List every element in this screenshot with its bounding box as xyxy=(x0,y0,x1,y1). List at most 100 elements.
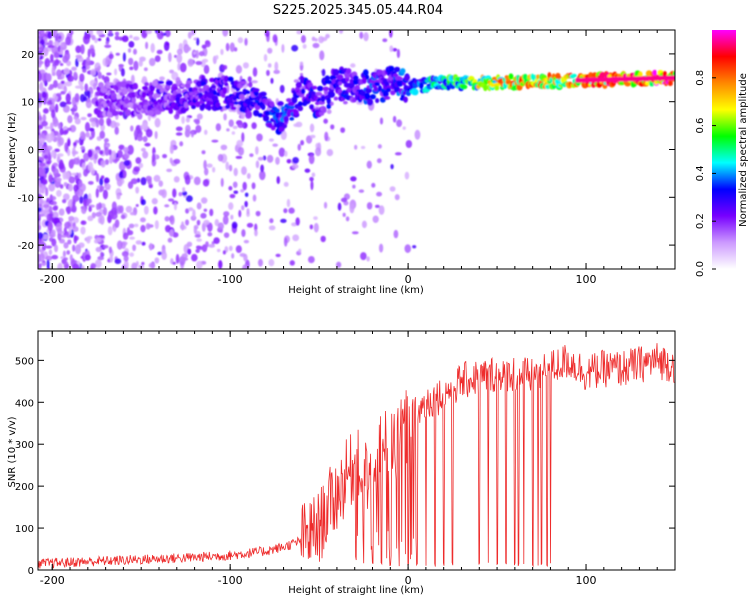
heatmap-cell xyxy=(86,236,91,244)
heatmap-cell xyxy=(321,68,326,77)
heatmap-cell xyxy=(81,206,87,214)
heatmap-cell xyxy=(241,132,245,143)
heatmap-cell xyxy=(246,172,251,179)
heatmap-cell xyxy=(233,190,239,194)
heatmap-cell xyxy=(159,76,165,81)
heatmap-cell xyxy=(177,62,181,71)
heatmap-cell xyxy=(214,101,221,108)
heatmap-cell xyxy=(483,84,488,92)
heatmap-cell xyxy=(340,127,346,133)
heatmap-cell xyxy=(108,149,112,156)
heatmap-cell xyxy=(59,234,67,238)
heatmap-cell xyxy=(103,244,109,249)
heatmap-cell xyxy=(73,141,77,146)
heatmap-cell xyxy=(225,42,230,52)
heatmap-cell xyxy=(135,186,140,194)
heatmap-cell xyxy=(99,130,106,139)
colorbar: 0.0 0.2 0.4 0.6 0.8 Normalized spectral ampl… xyxy=(695,30,749,277)
heatmap-cell xyxy=(280,218,287,223)
heatmap-cell xyxy=(195,60,203,66)
heatmap-cell xyxy=(39,39,45,46)
heatmap-cell xyxy=(202,58,209,63)
heatmap-cell xyxy=(157,80,165,85)
heatmap-cell xyxy=(202,179,210,187)
heatmap-cell xyxy=(268,138,274,142)
heatmap-cell xyxy=(198,87,203,93)
heatmap-cell xyxy=(274,61,279,71)
heatmap-cell xyxy=(153,206,158,215)
heatmap-cell xyxy=(54,148,60,153)
heatmap-cell xyxy=(81,162,86,171)
heatmap-cell xyxy=(191,30,196,35)
heatmap-cell xyxy=(309,104,315,110)
heatmap-cell xyxy=(142,150,149,159)
heatmap-cell xyxy=(299,72,304,77)
snr-ytick-label: 500 xyxy=(15,356,34,367)
heatmap-cell xyxy=(132,36,140,41)
heatmap-cell xyxy=(386,87,391,93)
heatmap-cell xyxy=(125,205,133,213)
heatmap-cell xyxy=(366,256,370,262)
heatmap-cell xyxy=(38,82,44,92)
heatmap-cell xyxy=(38,43,42,48)
heatmap-cell xyxy=(73,71,78,79)
heatmap-cell xyxy=(283,115,289,123)
heatmap-cell xyxy=(153,174,161,182)
heatmap-cell xyxy=(133,60,139,71)
heatmap-cell xyxy=(67,138,71,147)
heatmap-cell xyxy=(121,251,129,257)
heatmap-cell xyxy=(109,255,114,263)
heatmap-cell xyxy=(280,130,287,140)
heatmap-cell xyxy=(164,204,170,208)
heatmap-cell xyxy=(200,197,208,204)
heatmap-cell xyxy=(136,135,143,142)
heatmap-cell xyxy=(103,138,109,143)
heatmap-cell xyxy=(342,100,348,105)
heatmap-cell xyxy=(267,63,272,68)
heatmap-cell xyxy=(235,155,243,159)
heatmap-cell xyxy=(275,108,280,113)
heatmap-cell xyxy=(100,251,104,258)
heatmap-cell xyxy=(261,103,266,111)
heatmap-cell xyxy=(223,232,230,238)
heatmap-cell xyxy=(116,240,123,250)
heatmap-cell xyxy=(72,200,76,208)
heatmap-cell xyxy=(311,172,316,178)
snr-ytick-label: 400 xyxy=(15,398,34,409)
heatmap-cell xyxy=(111,201,117,211)
heatmap-cell xyxy=(78,179,83,188)
heatmap-cell xyxy=(323,201,328,209)
heatmap-cell xyxy=(351,231,359,235)
heatmap-cell xyxy=(52,118,59,128)
heatmap-cell xyxy=(195,248,200,253)
heatmap-cell xyxy=(393,66,401,73)
heatmap-cell xyxy=(300,35,306,44)
heatmap-cell xyxy=(363,32,369,42)
colorbar-gradient xyxy=(712,30,736,269)
heatmap-cell xyxy=(195,101,201,108)
heatmap-cell xyxy=(59,48,64,56)
heatmap-cell xyxy=(147,105,152,112)
heatmap-cell xyxy=(103,183,111,190)
heatmap-cell xyxy=(99,215,105,225)
heatmap-cell xyxy=(181,257,189,261)
heatmap-cell xyxy=(85,56,91,66)
heatmap-cell xyxy=(39,69,46,74)
heatmap-cell xyxy=(43,97,47,105)
heatmap-cell xyxy=(38,232,44,240)
heatmap-cell xyxy=(176,93,183,98)
heatmap-cell xyxy=(172,188,177,198)
heatmap-cell xyxy=(108,246,113,254)
heatmap-cell xyxy=(84,254,91,261)
heatmap-cell xyxy=(169,157,173,164)
heatmap-cell xyxy=(652,69,658,76)
heatmap-cell xyxy=(391,47,398,52)
heatmap-cell xyxy=(50,149,56,158)
heatmap-cell xyxy=(127,48,132,53)
heatmap-cell xyxy=(244,38,248,46)
heatmap-cell xyxy=(172,261,176,265)
heatmap-cell xyxy=(215,54,219,60)
heatmap-cell xyxy=(154,130,158,140)
heatmap-cell xyxy=(396,48,401,59)
heatmap-cell xyxy=(51,98,56,104)
